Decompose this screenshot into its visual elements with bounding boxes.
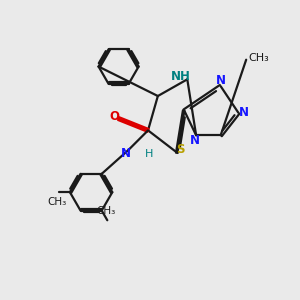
- Text: CH₃: CH₃: [248, 53, 269, 63]
- Text: CH₃: CH₃: [96, 206, 116, 216]
- Text: N: N: [190, 134, 200, 147]
- Text: N: N: [216, 74, 226, 87]
- Text: NH: NH: [171, 70, 191, 83]
- Text: H: H: [144, 148, 153, 158]
- Text: N: N: [239, 106, 249, 119]
- Text: O: O: [109, 110, 119, 123]
- Text: S: S: [176, 142, 185, 156]
- Text: CH₃: CH₃: [48, 196, 67, 207]
- Text: N: N: [121, 147, 130, 160]
